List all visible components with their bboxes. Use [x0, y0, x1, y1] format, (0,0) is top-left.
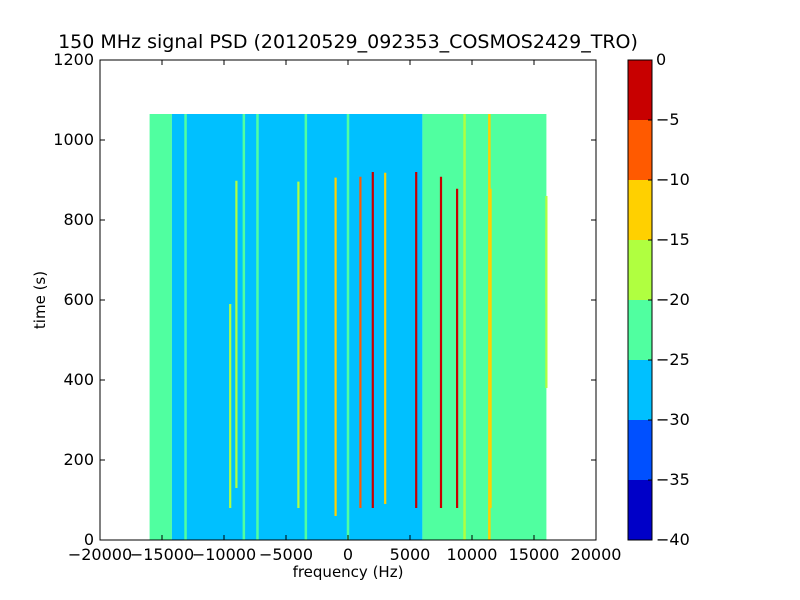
y-axis-label: time (s): [31, 271, 49, 329]
colorbar-tick-label: −5: [656, 110, 680, 129]
y-tick-label: 400: [63, 370, 94, 389]
heatmap: [149, 114, 548, 540]
x-axis-ticks: −20000−15000−10000 −5000 0 5000 10000 15000 20…: [68, 60, 622, 564]
plot-area: −20000−15000−10000 −5000 0 5000 10000 15000 20…: [53, 50, 621, 564]
x-tick-label: −15000: [130, 545, 194, 564]
colorbar-band: [628, 60, 652, 120]
y-tick-label: 1200: [53, 50, 94, 69]
y-tick-label: 1000: [53, 130, 94, 149]
x-tick-label: 15000: [509, 545, 560, 564]
colorbar-band: [628, 120, 652, 180]
x-tick-label: −10000: [192, 545, 256, 564]
background-region: [171, 114, 423, 540]
colorbar-band: [628, 240, 652, 300]
colorbar-tick-label: 0: [656, 50, 666, 69]
y-axis-ticks: 0 200 400 600 800 1000 1200: [53, 50, 596, 549]
x-tick-label: 10000: [447, 545, 498, 564]
y-tick-label: 200: [63, 450, 94, 469]
colorbar: −40 −35 −30 −25 −20 −15 −10 −5 0: [627, 50, 690, 549]
y-tick-label: 0: [84, 530, 94, 549]
x-axis-label: frequency (Hz): [293, 563, 404, 581]
colorbar-tick-label: −15: [656, 230, 690, 249]
y-tick-label: 600: [63, 290, 94, 309]
background-region: [149, 114, 172, 540]
x-tick-label: 5000: [390, 545, 431, 564]
colorbar-band: [628, 480, 652, 540]
colorbar-band: [628, 360, 652, 420]
colorbar-tick-label: −35: [656, 470, 690, 489]
colorbar-tick-label: −20: [656, 290, 690, 309]
x-tick-label: −5000: [259, 545, 313, 564]
colorbar-tick-label: −10: [656, 170, 690, 189]
colorbar-tick-label: −40: [656, 530, 690, 549]
x-tick-label: −20000: [68, 545, 132, 564]
chart-title: 150 MHz signal PSD (20120529_092353_COSM…: [58, 31, 638, 53]
y-tick-label: 800: [63, 210, 94, 229]
colorbar-band: [628, 420, 652, 480]
x-tick-label: 20000: [571, 545, 622, 564]
x-tick-label: 0: [343, 545, 353, 564]
background-region: [422, 114, 547, 540]
colorbar-tick-label: −25: [656, 350, 690, 369]
colorbar-band: [628, 180, 652, 240]
colorbar-tick-label: −30: [656, 410, 690, 429]
colorbar-band: [628, 300, 652, 360]
